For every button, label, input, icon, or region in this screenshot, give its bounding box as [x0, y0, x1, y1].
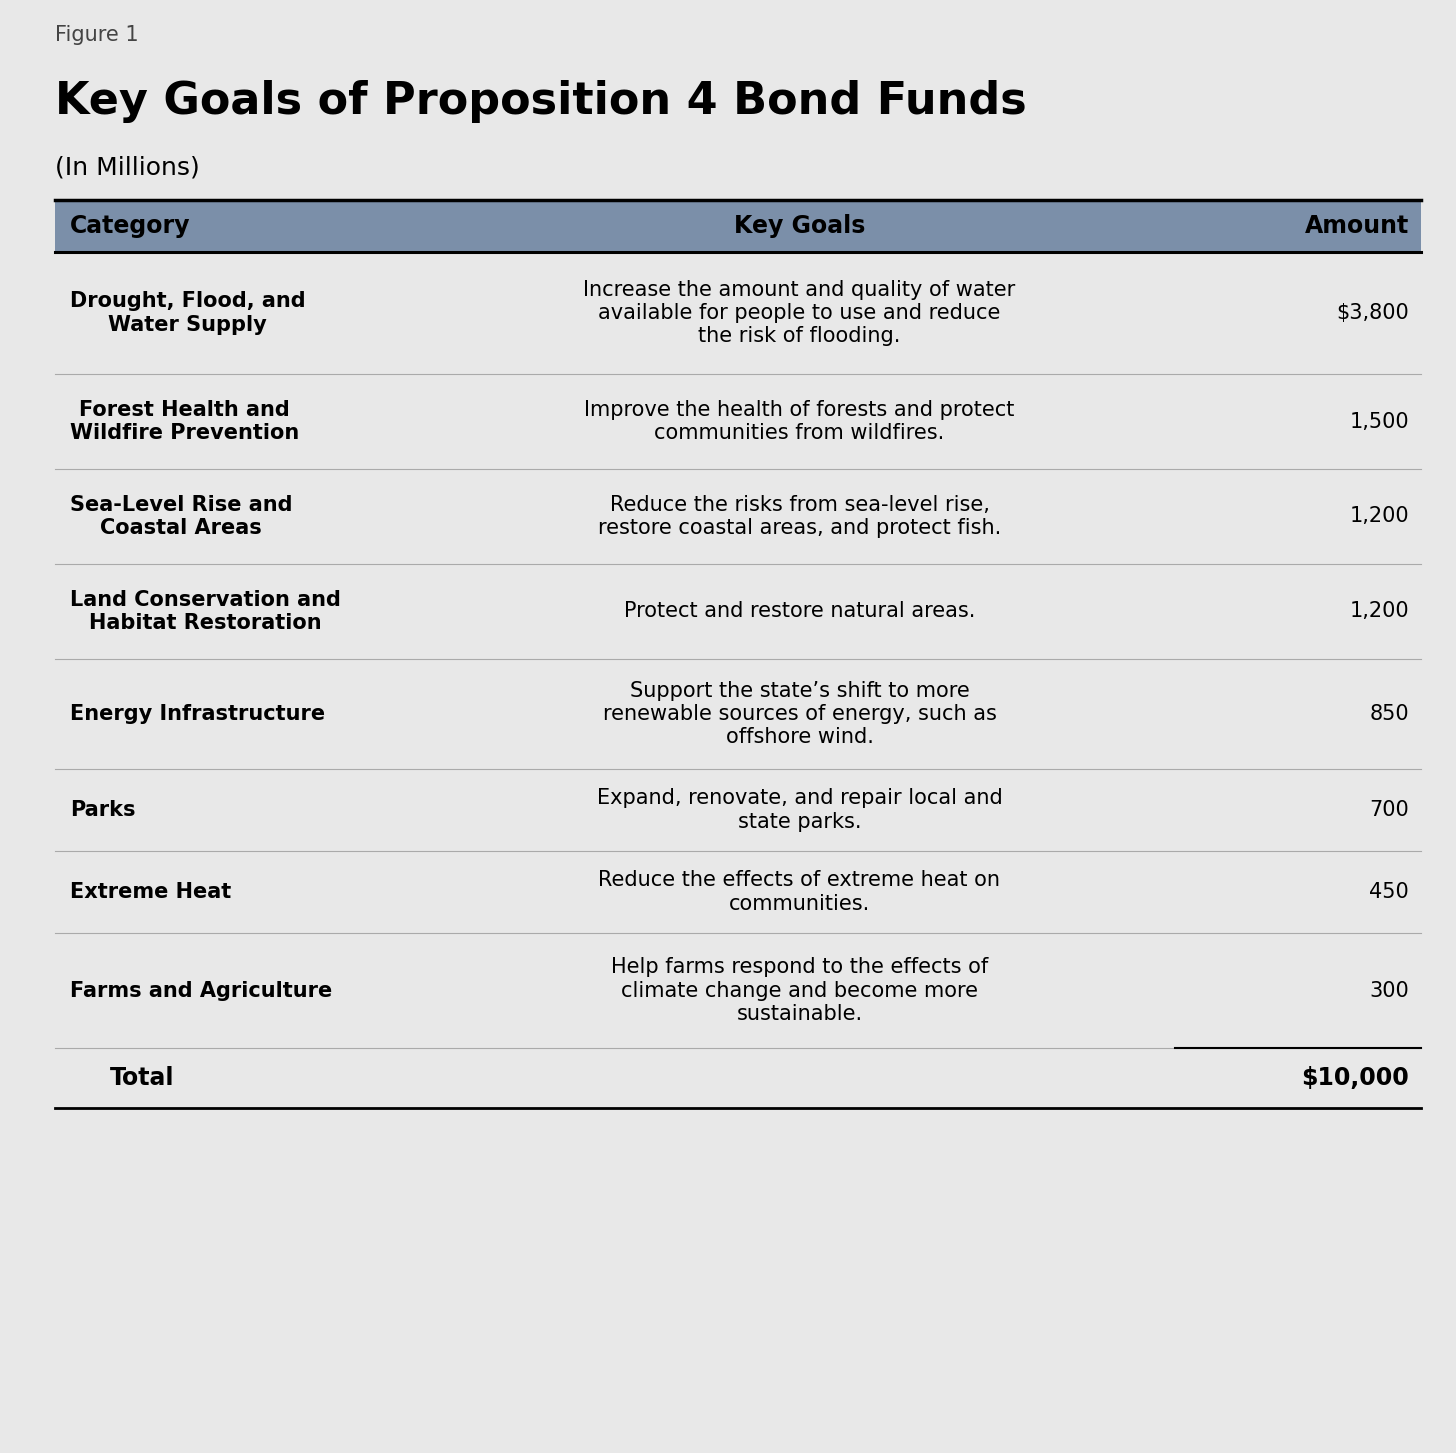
FancyBboxPatch shape	[55, 201, 1421, 251]
Text: Increase the amount and quality of water
available for people to use and reduce
: Increase the amount and quality of water…	[584, 280, 1016, 346]
Text: Figure 1: Figure 1	[55, 25, 138, 45]
Text: 1,200: 1,200	[1350, 507, 1409, 526]
Text: 1,500: 1,500	[1350, 411, 1409, 432]
Text: 1,200: 1,200	[1350, 602, 1409, 622]
Text: Farms and Agriculture: Farms and Agriculture	[70, 981, 332, 1001]
Text: Drought, Flood, and
Water Supply: Drought, Flood, and Water Supply	[70, 292, 306, 334]
Text: Amount: Amount	[1305, 214, 1409, 238]
Text: Reduce the risks from sea-level rise,
restore coastal areas, and protect fish.: Reduce the risks from sea-level rise, re…	[598, 495, 1002, 538]
Text: Land Conservation and
Habitat Restoration: Land Conservation and Habitat Restoratio…	[70, 590, 341, 634]
Text: Key Goals of Proposition 4 Bond Funds: Key Goals of Proposition 4 Bond Funds	[55, 80, 1026, 124]
Text: Energy Infrastructure: Energy Infrastructure	[70, 705, 325, 724]
Text: Improve the health of forests and protect
communities from wildfires.: Improve the health of forests and protec…	[584, 400, 1015, 443]
Text: Category: Category	[70, 214, 191, 238]
Text: 300: 300	[1369, 981, 1409, 1001]
Text: $3,800: $3,800	[1337, 304, 1409, 323]
Text: 450: 450	[1369, 882, 1409, 902]
Text: $10,000: $10,000	[1302, 1067, 1409, 1090]
Text: Expand, renovate, and repair local and
state parks.: Expand, renovate, and repair local and s…	[597, 789, 1002, 831]
Text: (In Millions): (In Millions)	[55, 155, 199, 179]
Text: Help farms respond to the effects of
climate change and become more
sustainable.: Help farms respond to the effects of cli…	[612, 958, 989, 1024]
Text: 700: 700	[1369, 801, 1409, 819]
Text: Protect and restore natural areas.: Protect and restore natural areas.	[623, 602, 976, 622]
Text: Reduce the effects of extreme heat on
communities.: Reduce the effects of extreme heat on co…	[598, 870, 1000, 914]
Text: 850: 850	[1370, 705, 1409, 724]
Text: Parks: Parks	[70, 801, 135, 819]
Text: Sea-Level Rise and
Coastal Areas: Sea-Level Rise and Coastal Areas	[70, 495, 293, 538]
Text: Key Goals: Key Goals	[734, 214, 865, 238]
Text: Forest Health and
Wildfire Prevention: Forest Health and Wildfire Prevention	[70, 400, 300, 443]
Text: Total: Total	[111, 1067, 175, 1090]
Text: Support the state’s shift to more
renewable sources of energy, such as
offshore : Support the state’s shift to more renewa…	[603, 681, 996, 747]
Text: Extreme Heat: Extreme Heat	[70, 882, 232, 902]
